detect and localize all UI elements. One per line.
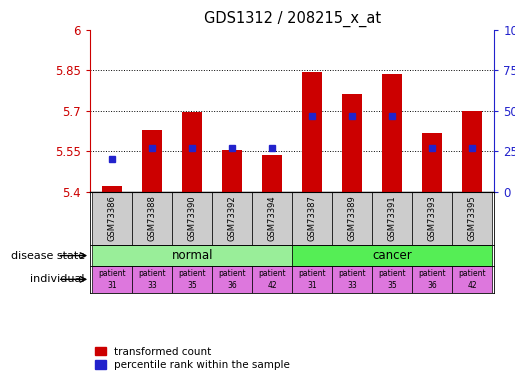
Text: patient: patient <box>178 269 206 278</box>
Bar <box>252 266 293 292</box>
Text: GSM73393: GSM73393 <box>428 195 437 241</box>
Text: 31: 31 <box>307 280 317 290</box>
Bar <box>132 266 172 292</box>
Text: patient: patient <box>299 269 326 278</box>
Text: GSM73395: GSM73395 <box>468 196 477 241</box>
Text: 33: 33 <box>348 280 357 290</box>
Bar <box>172 266 212 292</box>
Text: GSM73387: GSM73387 <box>308 195 317 242</box>
Bar <box>293 192 332 245</box>
Bar <box>212 266 252 292</box>
Bar <box>212 192 252 245</box>
Bar <box>332 192 372 245</box>
Bar <box>92 192 132 245</box>
Bar <box>413 192 452 245</box>
Text: patient: patient <box>338 269 366 278</box>
Text: GSM73392: GSM73392 <box>228 196 237 241</box>
Text: GSM73388: GSM73388 <box>148 195 157 242</box>
Text: GSM73394: GSM73394 <box>268 196 277 241</box>
Bar <box>172 192 212 245</box>
Bar <box>372 266 413 292</box>
Bar <box>132 192 172 245</box>
Text: 35: 35 <box>187 280 197 290</box>
Text: patient: patient <box>379 269 406 278</box>
Bar <box>92 245 293 266</box>
Bar <box>92 266 132 292</box>
Bar <box>293 266 332 292</box>
Text: 42: 42 <box>267 280 277 290</box>
Bar <box>462 111 483 192</box>
Bar <box>382 74 402 192</box>
Bar <box>422 132 442 192</box>
Bar <box>302 72 322 192</box>
Bar <box>102 186 122 192</box>
Bar <box>222 150 242 192</box>
Text: 31: 31 <box>107 280 117 290</box>
Text: disease state: disease state <box>11 251 85 261</box>
Text: individual: individual <box>30 274 85 284</box>
Bar <box>252 192 293 245</box>
Bar <box>342 94 363 192</box>
Bar <box>262 155 282 192</box>
Text: GSM73386: GSM73386 <box>108 195 116 242</box>
Bar <box>293 245 492 266</box>
Text: 36: 36 <box>427 280 437 290</box>
Title: GDS1312 / 208215_x_at: GDS1312 / 208215_x_at <box>204 11 381 27</box>
Bar <box>142 130 162 192</box>
Text: 36: 36 <box>227 280 237 290</box>
Text: patient: patient <box>259 269 286 278</box>
Text: GSM73390: GSM73390 <box>187 196 197 241</box>
Legend: transformed count, percentile rank within the sample: transformed count, percentile rank withi… <box>95 346 290 370</box>
Text: 33: 33 <box>147 280 157 290</box>
Text: patient: patient <box>419 269 446 278</box>
Bar <box>332 266 372 292</box>
Bar <box>452 266 492 292</box>
Text: patient: patient <box>218 269 246 278</box>
Bar <box>413 266 452 292</box>
Text: normal: normal <box>171 249 213 262</box>
Text: patient: patient <box>98 269 126 278</box>
Bar <box>452 192 492 245</box>
Bar <box>182 112 202 192</box>
Text: cancer: cancer <box>372 249 412 262</box>
Text: patient: patient <box>458 269 486 278</box>
Text: 35: 35 <box>387 280 397 290</box>
Text: 42: 42 <box>468 280 477 290</box>
Text: patient: patient <box>139 269 166 278</box>
Bar <box>372 192 413 245</box>
Text: GSM73391: GSM73391 <box>388 196 397 241</box>
Text: GSM73389: GSM73389 <box>348 195 357 241</box>
